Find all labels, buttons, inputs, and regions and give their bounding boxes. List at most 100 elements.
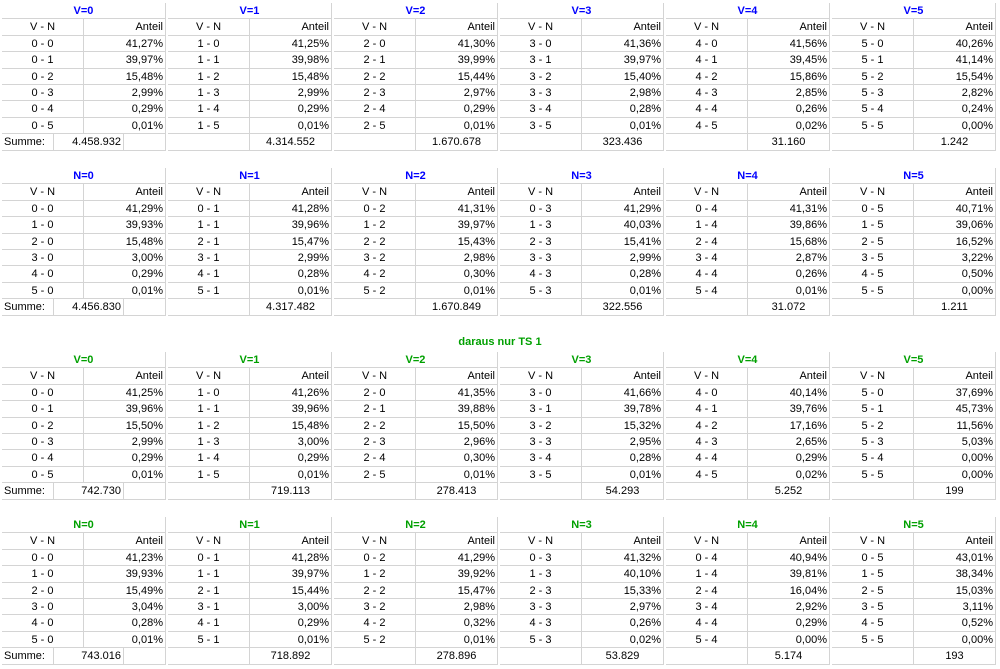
cell-anteil[interactable]: 0,00% bbox=[748, 631, 830, 649]
cell-anteil[interactable]: 2,97% bbox=[416, 85, 498, 102]
cell-anteil[interactable]: 15,43% bbox=[416, 233, 498, 250]
sum-empty-cell[interactable] bbox=[334, 648, 416, 665]
cell-anteil[interactable]: 40,71% bbox=[914, 200, 996, 218]
cell-vn[interactable]: 5 - 0 bbox=[832, 35, 914, 53]
cell-anteil[interactable]: 16,52% bbox=[914, 233, 996, 250]
column-header-anteil[interactable]: Anteil bbox=[582, 184, 664, 201]
sum-value[interactable]: 278.413 bbox=[416, 483, 498, 500]
cell-vn[interactable]: 3 - 0 bbox=[2, 599, 84, 616]
cell-vn[interactable]: 5 - 0 bbox=[2, 282, 84, 300]
cell-anteil[interactable]: 15,44% bbox=[250, 582, 332, 599]
sum-empty-cell[interactable] bbox=[168, 648, 250, 665]
cell-anteil[interactable]: 41,27% bbox=[84, 35, 166, 53]
cell-vn[interactable]: 0 - 4 bbox=[2, 101, 84, 118]
column-header-anteil[interactable]: Anteil bbox=[250, 19, 332, 36]
sum-value[interactable]: 719.113 bbox=[250, 483, 332, 500]
sum-value[interactable]: 1.670.849 bbox=[416, 299, 498, 316]
column-header-vn[interactable]: V - N bbox=[168, 19, 250, 36]
cell-vn[interactable]: 5 - 5 bbox=[832, 631, 914, 649]
cell-anteil[interactable]: 39,92% bbox=[416, 566, 498, 583]
cell-anteil[interactable]: 2,97% bbox=[582, 599, 664, 616]
column-header-vn[interactable]: V - N bbox=[334, 19, 416, 36]
cell-anteil[interactable]: 15,47% bbox=[416, 582, 498, 599]
block-header[interactable]: V=3 bbox=[500, 3, 664, 20]
cell-anteil[interactable]: 2,99% bbox=[250, 85, 332, 102]
column-header-vn[interactable]: V - N bbox=[832, 19, 914, 36]
cell-vn[interactable]: 5 - 2 bbox=[832, 68, 914, 85]
sum-value[interactable]: 5.174 bbox=[748, 648, 830, 665]
cell-vn[interactable]: 4 - 4 bbox=[666, 615, 748, 632]
cell-anteil[interactable]: 39,78% bbox=[582, 401, 664, 418]
cell-vn[interactable]: 4 - 0 bbox=[666, 35, 748, 53]
cell-vn[interactable]: 4 - 1 bbox=[168, 615, 250, 632]
cell-vn[interactable]: 5 - 1 bbox=[168, 631, 250, 649]
column-header-vn[interactable]: V - N bbox=[500, 19, 582, 36]
cell-vn[interactable]: 4 - 4 bbox=[666, 450, 748, 467]
cell-anteil[interactable]: 0,30% bbox=[416, 450, 498, 467]
cell-vn[interactable]: 2 - 4 bbox=[334, 450, 416, 467]
cell-anteil[interactable]: 15,40% bbox=[582, 68, 664, 85]
cell-anteil[interactable]: 40,03% bbox=[582, 217, 664, 234]
cell-vn[interactable]: 3 - 3 bbox=[500, 85, 582, 102]
cell-vn[interactable]: 1 - 0 bbox=[2, 217, 84, 234]
column-header-anteil[interactable]: Anteil bbox=[416, 184, 498, 201]
cell-anteil[interactable]: 15,47% bbox=[250, 233, 332, 250]
cell-vn[interactable]: 2 - 3 bbox=[334, 85, 416, 102]
block-header[interactable]: N=3 bbox=[500, 168, 664, 185]
cell-anteil[interactable]: 0,01% bbox=[582, 282, 664, 300]
block-header[interactable]: V=0 bbox=[2, 3, 166, 20]
sum-empty-cell[interactable] bbox=[500, 483, 582, 500]
sum-value[interactable]: 54.293 bbox=[582, 483, 664, 500]
column-header-vn[interactable]: V - N bbox=[666, 368, 748, 385]
cell-anteil[interactable]: 2,98% bbox=[416, 250, 498, 267]
cell-vn[interactable]: 0 - 0 bbox=[2, 35, 84, 53]
cell-vn[interactable]: 1 - 4 bbox=[168, 101, 250, 118]
sum-empty-cell[interactable] bbox=[168, 299, 250, 316]
sum-empty-cell[interactable] bbox=[334, 483, 416, 500]
cell-anteil[interactable]: 15,48% bbox=[250, 417, 332, 434]
cell-anteil[interactable]: 41,25% bbox=[250, 35, 332, 53]
cell-vn[interactable]: 5 - 3 bbox=[832, 434, 914, 451]
column-header-anteil[interactable]: Anteil bbox=[416, 368, 498, 385]
column-header-anteil[interactable]: Anteil bbox=[914, 19, 996, 36]
cell-vn[interactable]: 2 - 1 bbox=[168, 582, 250, 599]
cell-vn[interactable]: 5 - 2 bbox=[832, 417, 914, 434]
cell-vn[interactable]: 2 - 2 bbox=[334, 582, 416, 599]
cell-vn[interactable]: 2 - 1 bbox=[168, 233, 250, 250]
cell-vn[interactable]: 5 - 1 bbox=[832, 52, 914, 69]
block-header[interactable]: V=1 bbox=[168, 3, 332, 20]
sum-empty-cell[interactable] bbox=[124, 483, 166, 500]
column-header-vn[interactable]: V - N bbox=[832, 368, 914, 385]
cell-vn[interactable]: 5 - 2 bbox=[334, 631, 416, 649]
block-header[interactable]: N=2 bbox=[334, 168, 498, 185]
column-header-anteil[interactable]: Anteil bbox=[250, 533, 332, 550]
cell-anteil[interactable]: 2,87% bbox=[748, 250, 830, 267]
cell-anteil[interactable]: 38,34% bbox=[914, 566, 996, 583]
cell-anteil[interactable]: 39,88% bbox=[416, 401, 498, 418]
block-header[interactable]: V=1 bbox=[168, 352, 332, 369]
sum-value[interactable]: 31.160 bbox=[748, 134, 830, 151]
cell-vn[interactable]: 2 - 1 bbox=[334, 401, 416, 418]
sum-value[interactable]: 323.436 bbox=[582, 134, 664, 151]
cell-anteil[interactable]: 0,29% bbox=[250, 615, 332, 632]
cell-vn[interactable]: 5 - 5 bbox=[832, 282, 914, 300]
cell-vn[interactable]: 4 - 2 bbox=[666, 417, 748, 434]
cell-vn[interactable]: 1 - 2 bbox=[168, 417, 250, 434]
column-header-vn[interactable]: V - N bbox=[500, 368, 582, 385]
cell-vn[interactable]: 1 - 1 bbox=[168, 52, 250, 69]
cell-anteil[interactable]: 0,01% bbox=[250, 466, 332, 484]
cell-anteil[interactable]: 0,29% bbox=[84, 101, 166, 118]
cell-vn[interactable]: 3 - 3 bbox=[500, 599, 582, 616]
column-header-vn[interactable]: V - N bbox=[500, 533, 582, 550]
cell-anteil[interactable]: 15,32% bbox=[582, 417, 664, 434]
sum-label[interactable]: Summe: bbox=[2, 483, 54, 500]
cell-anteil[interactable]: 41,36% bbox=[582, 35, 664, 53]
cell-vn[interactable]: 2 - 2 bbox=[334, 417, 416, 434]
cell-vn[interactable]: 3 - 4 bbox=[500, 450, 582, 467]
cell-anteil[interactable]: 17,16% bbox=[748, 417, 830, 434]
sum-label[interactable]: Summe: bbox=[2, 134, 54, 151]
cell-vn[interactable]: 0 - 4 bbox=[2, 450, 84, 467]
cell-vn[interactable]: 2 - 5 bbox=[832, 233, 914, 250]
cell-anteil[interactable]: 2,82% bbox=[914, 85, 996, 102]
cell-anteil[interactable]: 45,73% bbox=[914, 401, 996, 418]
